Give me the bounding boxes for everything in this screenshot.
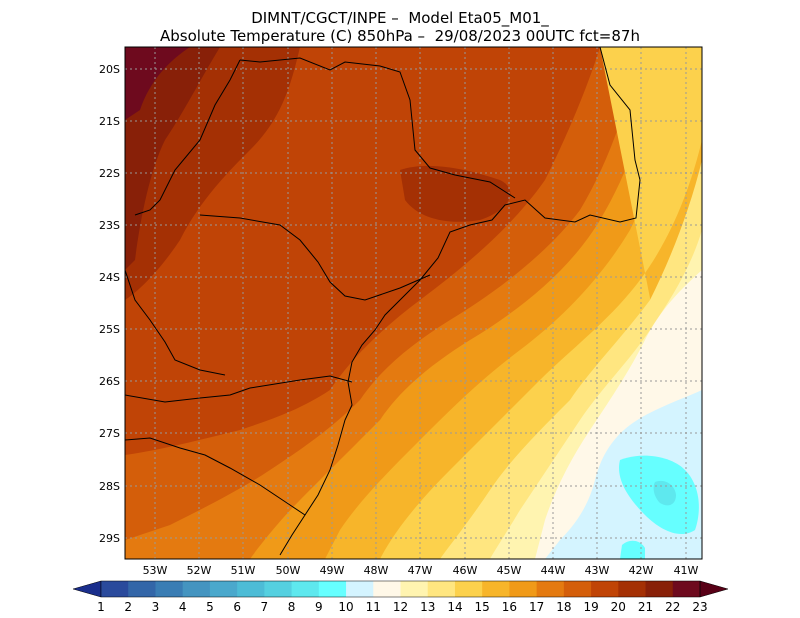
lat-label-26s: 26S [99,375,120,388]
colorbar-labels: 1 2 3 4 5 6 7 8 9 10 11 12 13 14 15 16 17 18 19 20 21 22 23 [97,600,707,614]
colorbar-tick-label: 4 [179,600,187,614]
lat-label-20s: 20S [99,63,120,76]
colorbar-swatch [318,581,347,597]
field-10c-band-south [620,540,645,559]
lon-label-45w: 45W [497,564,522,577]
colorbar-tick-label: 14 [447,600,462,614]
colorbar-frame [100,580,701,598]
colorbar-swatch [509,581,538,597]
map-title-line1: DIMNT/CGCT/INPE – Model Eta05_M01_ [251,9,549,27]
lon-label-47w: 47W [408,564,433,577]
colorbar-swatch [482,581,510,597]
lat-label-22s: 22S [99,167,120,180]
colorbar-swatch [155,581,184,597]
field-21c-band-inland [400,165,511,222]
colorbar-swatch [237,581,265,597]
lat-label-28s: 28S [99,480,120,493]
lon-label-44w: 44W [541,564,566,577]
state-border-pr-sp [199,214,431,301]
coastline-and-borders [125,47,641,556]
colorbar-swatch [182,581,211,597]
state-border-pr-sc [125,375,353,403]
colorbar-tick-label: 1 [97,600,105,614]
lat-label-24s: 24S [99,271,120,284]
colorbar-swatch [346,581,374,597]
lat-label-23s: 23S [99,219,120,232]
colorbar-right-arrow [699,580,729,598]
colorbar-swatch [427,581,456,597]
paraguay-river [125,269,226,376]
temperature-field [125,47,702,559]
lon-label-48w: 48W [364,564,389,577]
lat-label-21s: 21S [99,115,120,128]
colorbar-left-arrow [72,580,102,598]
colorbar-swatch [591,581,619,597]
colorbar-tick-label: 5 [206,600,214,614]
state-border-sp-mg [239,57,516,199]
graticule-grid [125,47,702,559]
colorbar-tick-label: 21 [638,600,653,614]
lon-label-46w: 46W [453,564,478,577]
lon-label-50w: 50W [276,564,301,577]
colorbar-tick-label: 23 [692,600,707,614]
lat-label-29s: 29S [99,532,120,545]
colorbar-tick-label: 19 [583,600,598,614]
colorbar-swatch [291,581,320,597]
colorbar-swatches [72,580,729,598]
colorbar-tick-label: 17 [529,600,544,614]
colorbar-tick-label: 8 [288,600,296,614]
colorbar-tick-label: 11 [366,600,381,614]
field-22c-band [125,47,220,270]
atlantic-coastline [279,47,641,556]
colorbar-swatch [645,581,674,597]
lon-label-51w: 51W [231,564,256,577]
lat-label-25s: 25S [99,323,120,336]
map-title-line2: Absolute Temperature (C) 850hPa – 29/08/… [160,27,640,45]
latitude-labels: 20S 21S 22S 23S 24S 25S 26S 27S 28S 29S [99,63,120,545]
colorbar-tick-label: 6 [233,600,241,614]
colorbar-swatch [101,581,129,597]
lat-label-27s: 27S [99,427,120,440]
colorbar-swatch [209,581,238,597]
colorbar-swatch [536,581,565,597]
colorbar-tick-label: 18 [556,600,571,614]
map-frame [124,46,703,560]
lon-label-42w: 42W [629,564,654,577]
colorbar-tick-label: 7 [261,600,269,614]
colorbar-tick-label: 20 [611,600,626,614]
colorbar-tick-label: 10 [338,600,353,614]
state-border-ms-sp [134,59,241,216]
lon-label-52w: 52W [187,564,212,577]
longitude-labels: 53W 52W 51W 50W 49W 48W 47W 46W 45W 44W … [143,564,699,577]
colorbar-swatch [400,581,429,597]
state-border-sc-rs [125,437,306,516]
colorbar-swatch [672,581,701,597]
colorbar-tick-label: 12 [393,600,408,614]
field-9c-band [653,480,676,506]
colorbar-swatch [264,581,293,597]
colorbar-tick-label: 22 [665,600,680,614]
colorbar-tick-label: 3 [152,600,160,614]
colorbar-swatch [454,581,483,597]
lon-label-53w: 53W [143,564,168,577]
colorbar-tick-label: 13 [420,600,435,614]
colorbar-tick-label: 16 [502,600,517,614]
field-23c-band [125,47,190,120]
colorbar-swatch [373,581,401,597]
colorbar-tick-label: 15 [475,600,490,614]
lon-label-49w: 49W [320,564,345,577]
colorbar-tick-label: 2 [124,600,132,614]
colorbar-swatch [563,581,592,597]
lon-label-41w: 41W [674,564,699,577]
lon-label-43w: 43W [585,564,610,577]
colorbar-swatch [128,581,156,597]
colorbar-swatch [618,581,647,597]
colorbar-tick-label: 9 [315,600,323,614]
